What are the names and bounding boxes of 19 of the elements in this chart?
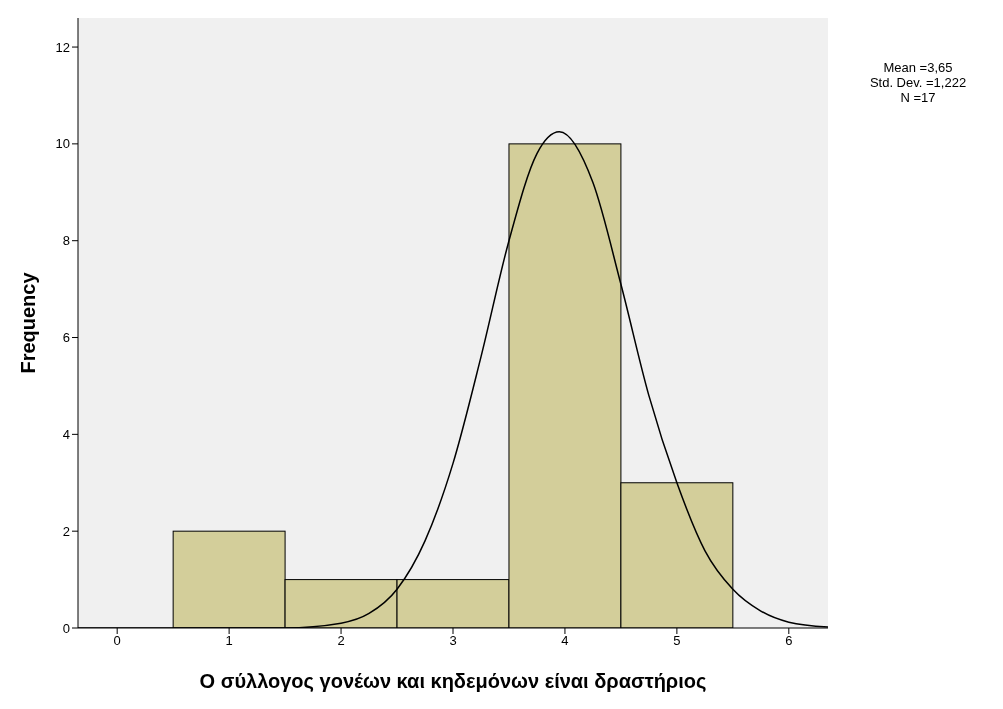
text: Std. Dev. =1,222 <box>868 75 968 90</box>
x-tick-label: 5 <box>673 633 681 649</box>
x-tick-label: 0 <box>113 633 121 649</box>
x-tick-label: 1 <box>225 633 233 649</box>
x-tick-label: 6 <box>785 633 793 649</box>
text: Mean =3,65 <box>882 60 954 75</box>
x-tick-label: 2 <box>337 633 345 649</box>
x-tick-label: 3 <box>449 633 457 649</box>
x-tick-label: 4 <box>561 633 569 649</box>
y-tick-label: 8 <box>62 233 70 249</box>
y-tick-label: 0 <box>62 620 70 636</box>
y-tick-label: 10 <box>55 136 70 152</box>
y-tick-label: 2 <box>62 523 70 539</box>
y-tick-label: 12 <box>55 39 70 55</box>
y-axis-title: Frequency <box>17 271 40 374</box>
y-tick-label: 4 <box>62 426 70 442</box>
y-tick-label: 6 <box>62 330 70 346</box>
x-axis-title: Ο σύλλογος γονέων και κηδεμόνων είναι δραστήριος <box>199 670 707 692</box>
text: N =17 <box>899 90 937 105</box>
